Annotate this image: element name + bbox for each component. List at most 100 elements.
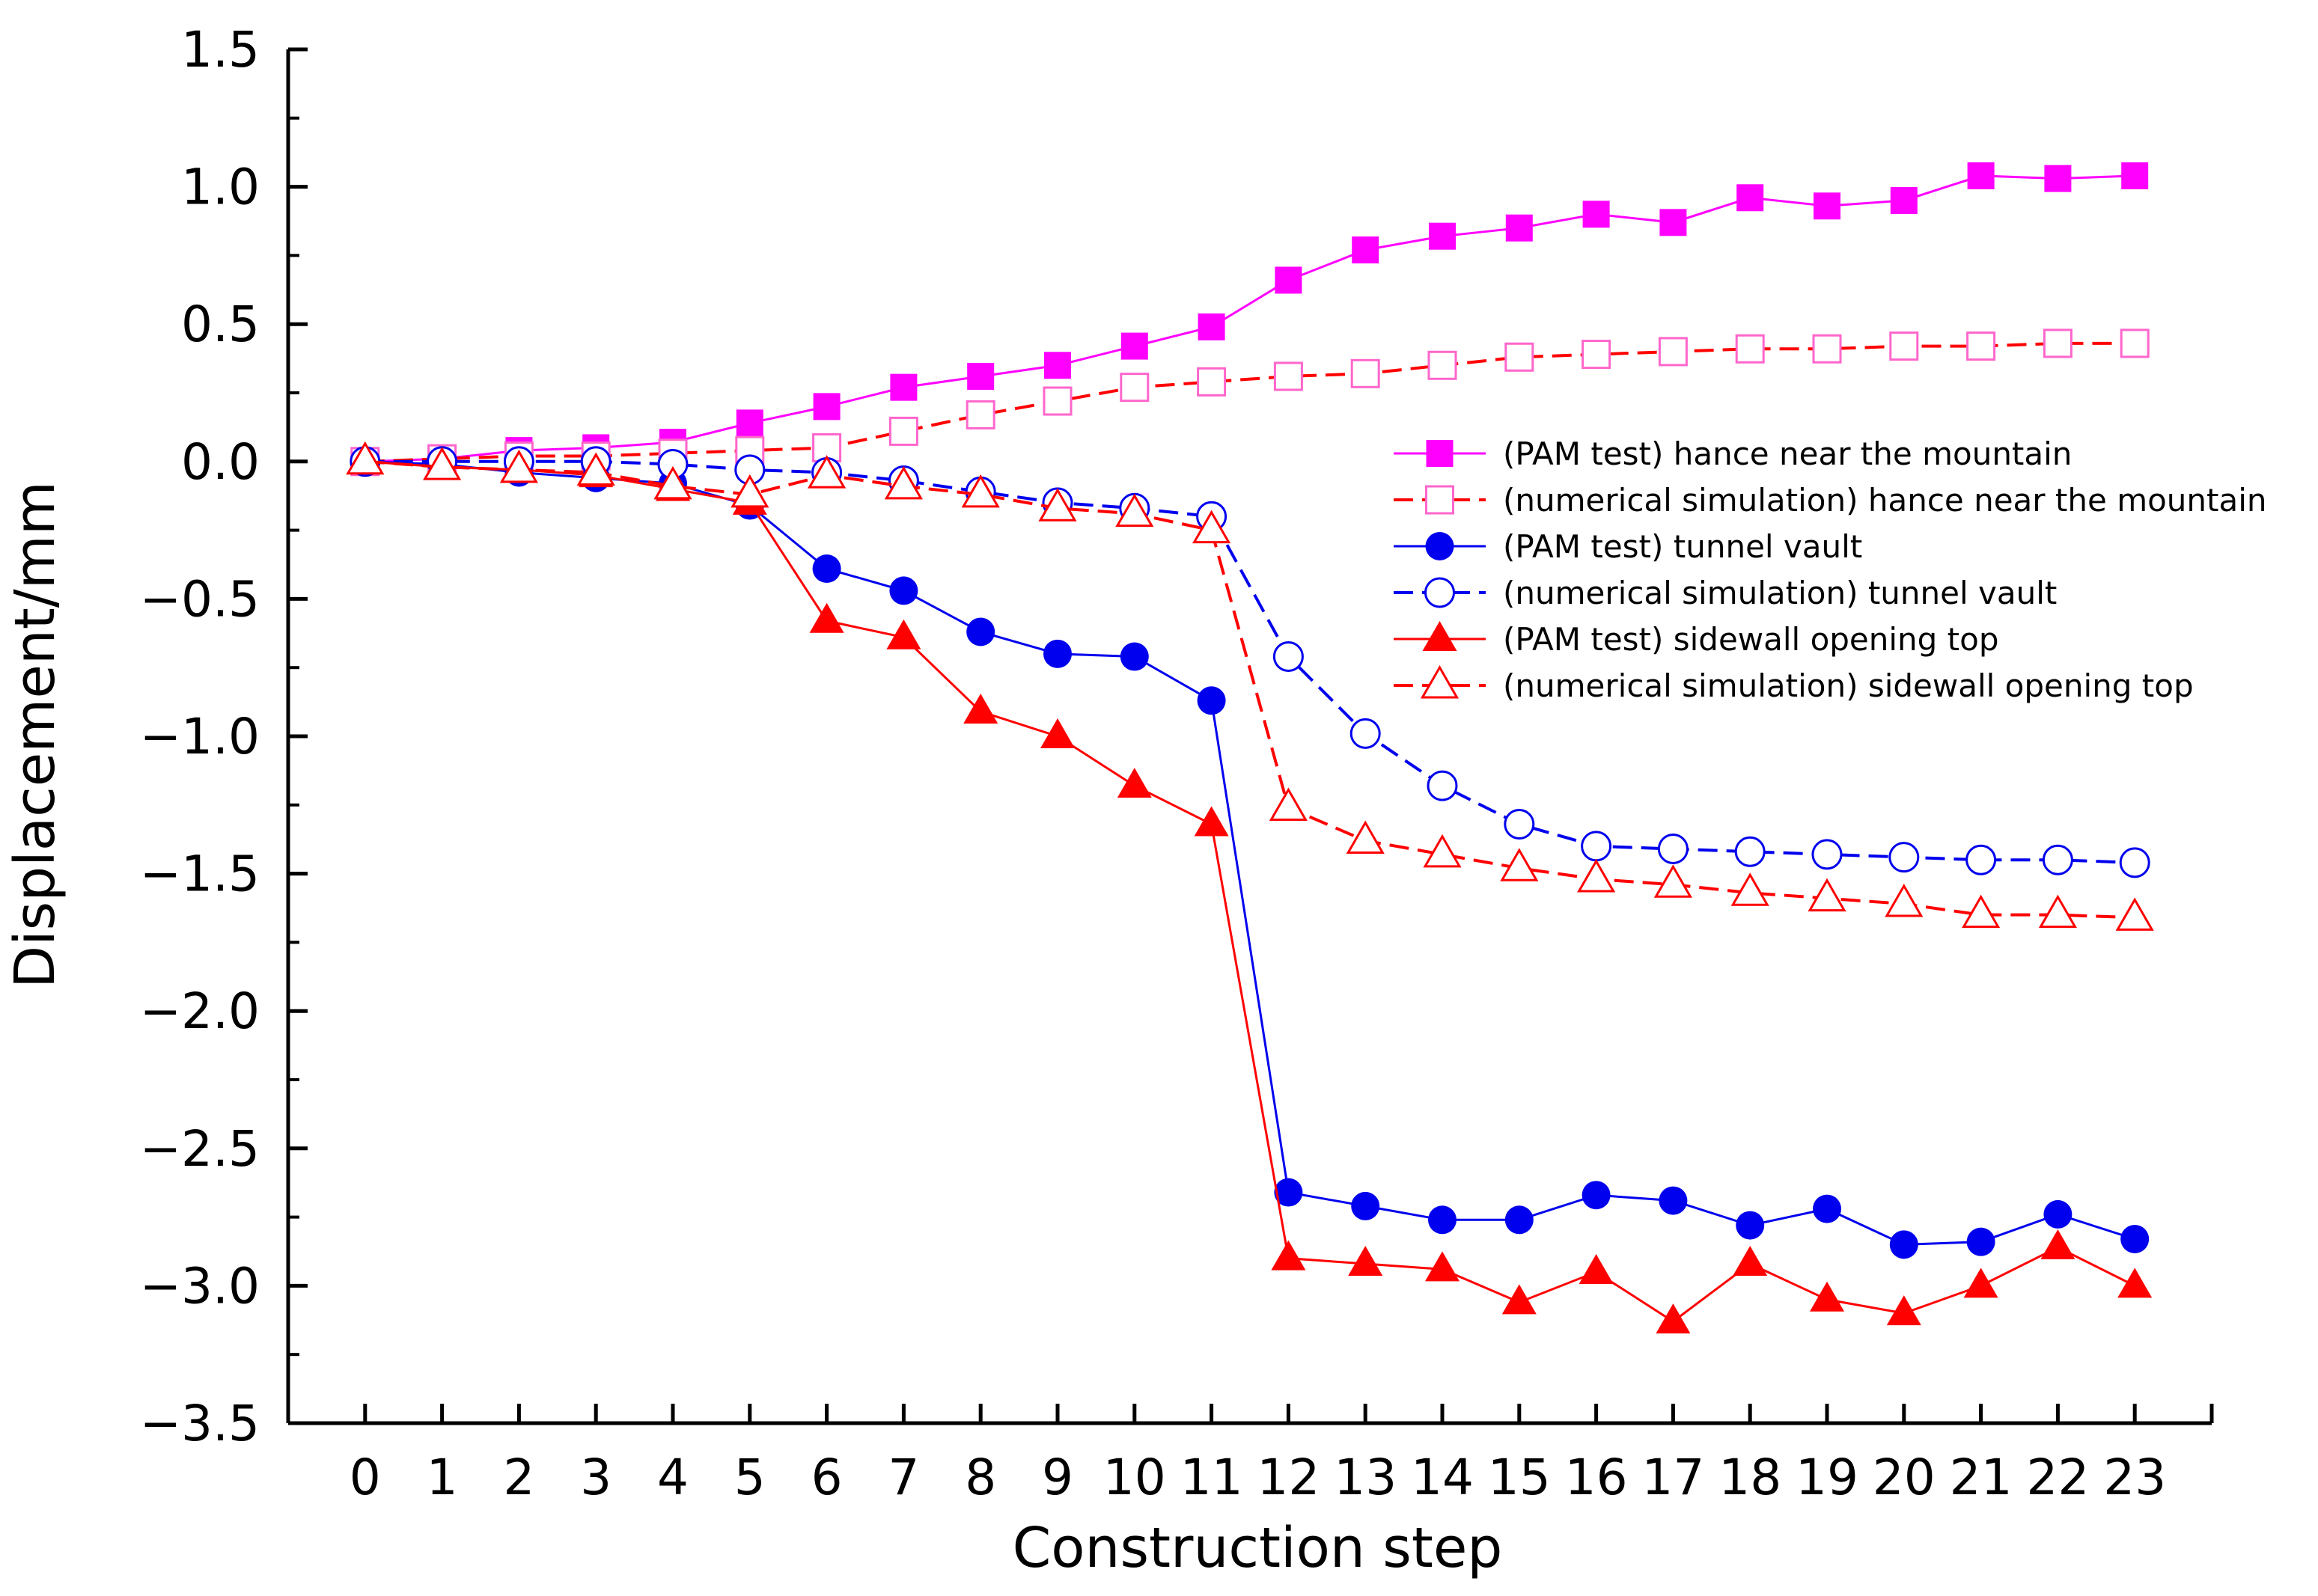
data-point [1428, 1205, 1457, 1235]
x-tick-label: 13 [1334, 1449, 1397, 1506]
x-tick-label: 11 [1180, 1449, 1243, 1506]
data-point [423, 447, 462, 480]
data-point [963, 693, 998, 724]
data-point [731, 474, 769, 508]
data-point [2042, 844, 2073, 875]
data-point [1966, 331, 1996, 361]
data-point [1197, 686, 1226, 715]
data-point [1582, 340, 1611, 370]
data-point [813, 393, 841, 421]
y-tick-label: −3.5 [140, 1395, 260, 1452]
data-point [1813, 1194, 1841, 1223]
data-point [966, 617, 995, 646]
x-tick-label: 23 [2103, 1449, 2166, 1506]
data-point [1808, 878, 1846, 912]
data-point [1351, 1191, 1380, 1220]
legend-label: (numerical simulation) tunnel vault [1503, 575, 2057, 611]
data-point [2120, 1224, 2150, 1253]
x-tick-label: 14 [1411, 1449, 1474, 1506]
data-point [1500, 848, 1539, 881]
data-point [1889, 1230, 1918, 1259]
data-point [1890, 186, 1918, 214]
data-point [2038, 894, 2077, 929]
series-line [365, 459, 2135, 920]
data-point [1735, 334, 1765, 364]
data-point [2043, 328, 2073, 358]
series-1 [351, 162, 2149, 475]
data-point [1577, 858, 1616, 893]
data-point [2119, 847, 2150, 878]
x-tick-label: 2 [503, 1449, 534, 1506]
data-point [1427, 770, 1458, 801]
x-tick-label: 22 [2026, 1449, 2089, 1506]
data-point [1040, 718, 1075, 748]
data-point [1272, 641, 1304, 673]
x-tick-label: 8 [965, 1449, 996, 1506]
data-point [2121, 162, 2149, 189]
data-point [1269, 787, 1308, 821]
data-point [1427, 350, 1457, 380]
data-point [653, 465, 692, 500]
x-tick-label: 7 [888, 1449, 919, 1506]
data-point [812, 554, 841, 584]
y-tick-label: −1.5 [140, 846, 260, 903]
data-point [1581, 831, 1612, 862]
data-point [1888, 842, 1920, 873]
y-tick-label: 0.0 [181, 433, 260, 491]
data-point [1579, 1254, 1614, 1285]
data-point [2120, 328, 2150, 358]
data-point [967, 362, 995, 390]
data-point [2044, 165, 2072, 192]
x-axis-title: Construction step [1013, 1516, 1503, 1580]
data-point [2115, 897, 2154, 931]
x-tick-label: 0 [350, 1449, 381, 1506]
data-point [889, 576, 918, 605]
legend-item: (PAM test) tunnel vault [1394, 528, 1862, 565]
legend: (PAM test) hance near the mountain (numer… [1394, 435, 2267, 704]
series-line [365, 459, 2135, 864]
data-point [1659, 1186, 1688, 1215]
legend-marker [1422, 621, 1457, 651]
legend-item: (numerical simulation) tunnel vault [1394, 575, 2057, 611]
legend-label: (PAM test) sidewall opening top [1503, 621, 1999, 658]
data-point [1423, 834, 1462, 868]
x-tick-label: 4 [657, 1449, 689, 1506]
series-line [365, 174, 2135, 463]
data-point [1504, 809, 1535, 840]
legend-item: (PAM test) hance near the mountain [1394, 435, 2072, 472]
data-point [1348, 1246, 1383, 1277]
data-point [1346, 820, 1385, 854]
x-tick-label: 17 [1641, 1449, 1704, 1506]
x-tick-label: 19 [1796, 1449, 1858, 1506]
data-point [736, 409, 763, 437]
data-point [1038, 488, 1077, 522]
data-point [1043, 386, 1073, 416]
legend-item: (PAM test) sidewall opening top [1394, 621, 1999, 658]
data-point [1886, 1295, 1921, 1326]
data-point [890, 373, 918, 401]
series-6 [346, 441, 2154, 931]
data-point [1504, 1205, 1534, 1235]
legend-marker [1425, 485, 1454, 515]
data-point [2117, 1268, 2153, 1298]
data-point [1350, 358, 1380, 388]
data-point [1273, 361, 1303, 391]
data-point [1504, 342, 1534, 372]
data-point [1730, 872, 1769, 906]
y-tick-label: 1.0 [181, 159, 260, 216]
data-point [1812, 334, 1842, 364]
data-point [1044, 352, 1071, 379]
data-point [1657, 834, 1689, 865]
data-point [1043, 639, 1072, 668]
x-tick-label: 20 [1873, 1449, 1936, 1506]
data-point [1274, 1178, 1303, 1207]
x-tick-label: 1 [427, 1449, 458, 1506]
data-point [1658, 337, 1688, 367]
data-point [1736, 184, 1764, 212]
data-point [1734, 836, 1766, 867]
y-tick-label: 0.5 [181, 296, 260, 353]
legend-label: (PAM test) hance near the mountain [1503, 435, 2072, 472]
data-point [1275, 266, 1302, 294]
data-point [2043, 1199, 2073, 1229]
data-point [1197, 367, 1227, 397]
